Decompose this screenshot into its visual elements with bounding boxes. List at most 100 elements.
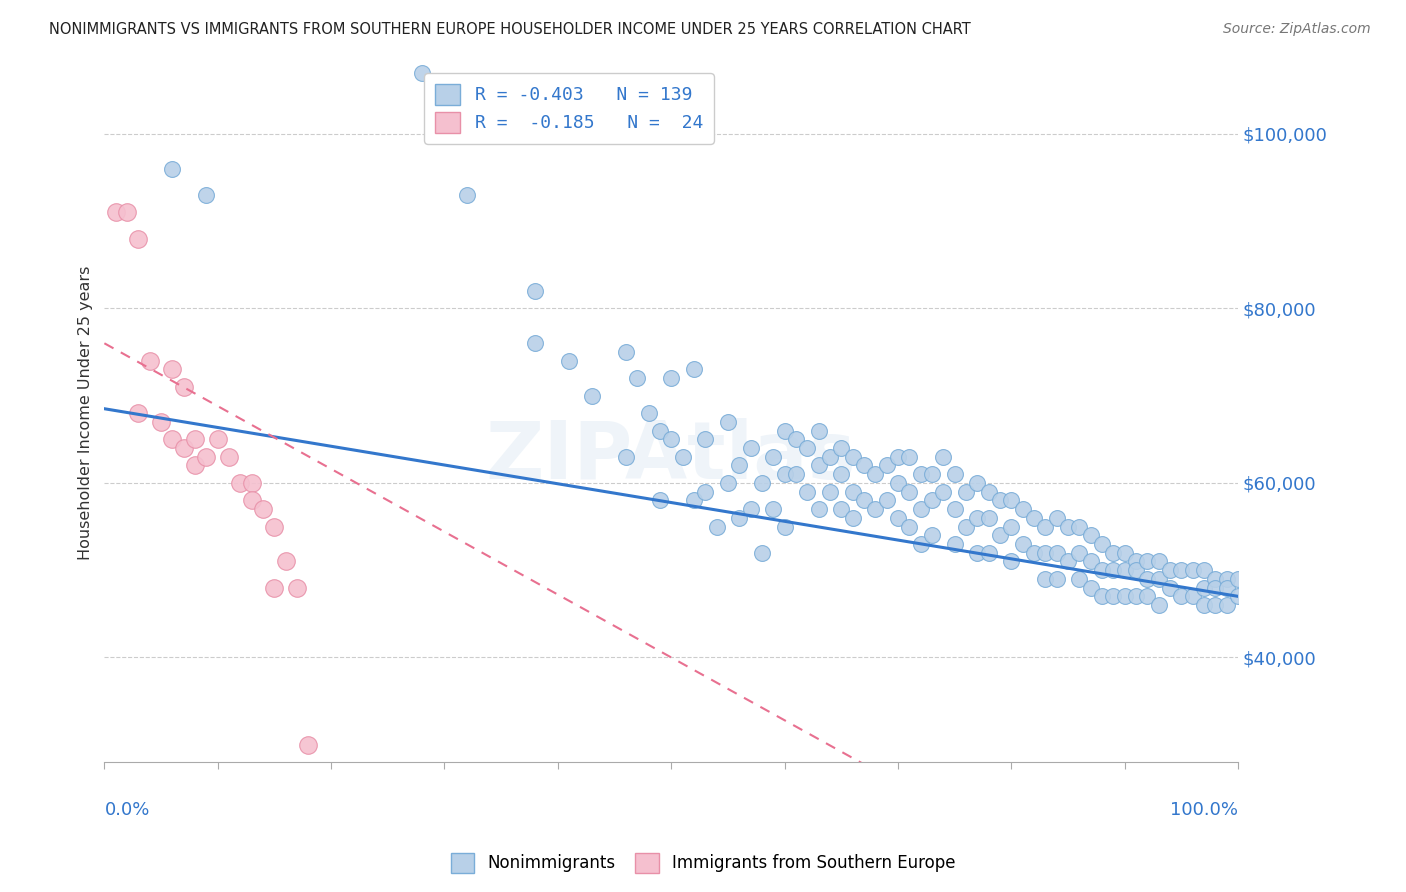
Point: [728, 458, 751, 473]
Point: [297, 738, 319, 752]
Point: [240, 493, 263, 508]
Point: [1114, 546, 1136, 560]
Point: [943, 537, 966, 551]
Point: [637, 406, 659, 420]
Point: [195, 188, 218, 202]
Point: [648, 493, 671, 508]
Point: [1011, 537, 1033, 551]
Point: [830, 467, 852, 482]
Point: [1022, 511, 1045, 525]
Point: [1204, 572, 1226, 586]
Point: [1136, 554, 1159, 568]
Point: [887, 511, 910, 525]
Point: [1125, 590, 1147, 604]
Point: [751, 475, 773, 490]
Point: [411, 66, 433, 80]
Point: [852, 493, 875, 508]
Point: [830, 441, 852, 455]
Point: [218, 450, 240, 464]
Point: [762, 502, 785, 516]
Point: [1147, 554, 1170, 568]
Point: [921, 493, 943, 508]
Point: [717, 415, 740, 429]
Point: [841, 511, 863, 525]
Point: [807, 458, 830, 473]
Point: [943, 467, 966, 482]
Point: [1125, 554, 1147, 568]
Text: 100.0%: 100.0%: [1170, 801, 1239, 819]
Text: NONIMMIGRANTS VS IMMIGRANTS FROM SOUTHERN EUROPE HOUSEHOLDER INCOME UNDER 25 YEA: NONIMMIGRANTS VS IMMIGRANTS FROM SOUTHER…: [49, 22, 972, 37]
Point: [1057, 519, 1080, 533]
Point: [1215, 572, 1237, 586]
Point: [740, 502, 762, 516]
Point: [1181, 563, 1204, 577]
Point: [876, 458, 898, 473]
Point: [943, 502, 966, 516]
Point: [614, 345, 637, 359]
Point: [1033, 519, 1056, 533]
Point: [988, 493, 1011, 508]
Point: [751, 546, 773, 560]
Point: [682, 493, 704, 508]
Point: [1046, 572, 1069, 586]
Point: [695, 484, 717, 499]
Point: [1147, 598, 1170, 612]
Point: [830, 502, 852, 516]
Point: [1102, 546, 1125, 560]
Point: [1046, 511, 1069, 525]
Point: [285, 581, 308, 595]
Point: [898, 484, 921, 499]
Point: [1000, 519, 1022, 533]
Point: [1080, 554, 1102, 568]
Point: [865, 502, 887, 516]
Point: [865, 467, 887, 482]
Point: [162, 432, 184, 446]
Point: [1022, 546, 1045, 560]
Point: [162, 362, 184, 376]
Point: [1069, 519, 1091, 533]
Point: [818, 484, 841, 499]
Point: [1170, 563, 1192, 577]
Point: [977, 511, 1000, 525]
Point: [695, 432, 717, 446]
Point: [887, 450, 910, 464]
Point: [104, 205, 127, 219]
Point: [1033, 572, 1056, 586]
Point: [955, 484, 977, 499]
Point: [762, 450, 785, 464]
Point: [1091, 537, 1114, 551]
Point: [1147, 572, 1170, 586]
Point: [898, 450, 921, 464]
Point: [626, 371, 648, 385]
Point: [932, 484, 955, 499]
Legend: R = -0.403   N = 139, R =  -0.185   N =  24: R = -0.403 N = 139, R = -0.185 N = 24: [425, 73, 714, 144]
Point: [1181, 590, 1204, 604]
Point: [921, 528, 943, 542]
Point: [648, 424, 671, 438]
Point: [229, 475, 252, 490]
Point: [524, 284, 547, 298]
Point: [1114, 590, 1136, 604]
Point: [1204, 581, 1226, 595]
Point: [740, 441, 762, 455]
Point: [728, 511, 751, 525]
Point: [706, 519, 728, 533]
Point: [932, 450, 955, 464]
Text: ZIPAtlas: ZIPAtlas: [486, 417, 856, 496]
Point: [1125, 563, 1147, 577]
Point: [1000, 493, 1022, 508]
Point: [785, 432, 807, 446]
Point: [1204, 598, 1226, 612]
Point: [773, 467, 796, 482]
Point: [1102, 590, 1125, 604]
Point: [252, 502, 274, 516]
Point: [184, 432, 207, 446]
Point: [127, 406, 149, 420]
Point: [1215, 581, 1237, 595]
Legend: Nonimmigrants, Immigrants from Southern Europe: Nonimmigrants, Immigrants from Southern …: [444, 847, 962, 880]
Point: [966, 475, 988, 490]
Point: [773, 519, 796, 533]
Point: [910, 502, 932, 516]
Point: [785, 467, 807, 482]
Point: [1091, 563, 1114, 577]
